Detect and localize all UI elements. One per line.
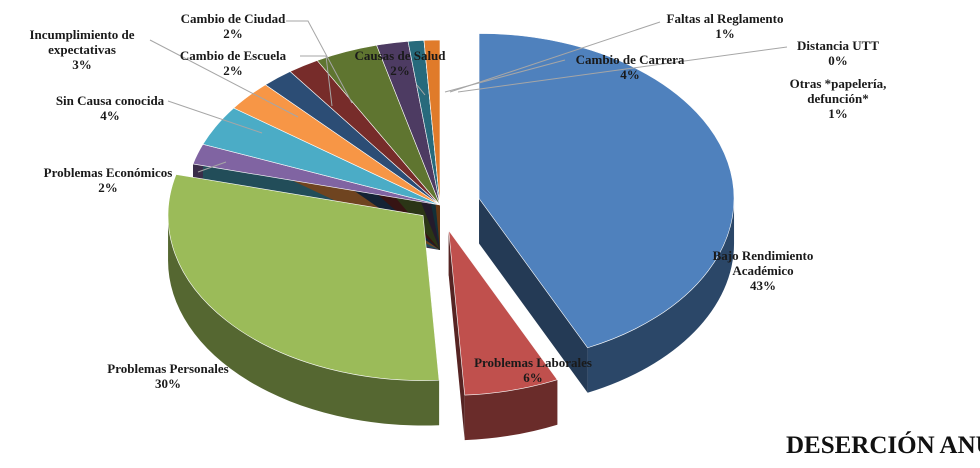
slice-cut <box>448 230 465 441</box>
slice-value-label: 2% <box>98 180 118 195</box>
slice-value-label: 4% <box>100 108 120 123</box>
slice-value-label: 43% <box>750 278 776 293</box>
slice-value-label: 6% <box>523 370 543 385</box>
slice-value-label: 3% <box>72 57 92 72</box>
slice-value-label: 4% <box>620 67 640 82</box>
slice-value-label: 2% <box>223 26 243 41</box>
slice-side <box>168 215 440 426</box>
slice <box>167 174 440 381</box>
slice-value-label: 2% <box>390 63 410 78</box>
slice <box>423 39 441 206</box>
chart-title: DESERCIÓN ANUAL T S U <box>786 432 980 459</box>
slice-label: Cambio de Carrera <box>575 52 685 67</box>
leader-line <box>416 84 426 96</box>
leader-line <box>197 161 227 173</box>
slice-label: Causas de Salud <box>354 48 446 63</box>
slice-label: Cambio de Ciudad <box>180 11 286 26</box>
slice-label: Problemas Personales <box>107 361 229 376</box>
leader-line <box>286 20 353 104</box>
slice-label: Cambio de Escuela <box>179 48 287 63</box>
slice-label: Bajo Rendimiento Académico <box>712 248 814 278</box>
slice-value-label: 2% <box>223 63 243 78</box>
slice-label: Problemas Laborales <box>474 355 592 370</box>
leader-line <box>167 100 263 134</box>
leader-line <box>300 55 333 107</box>
slice-side <box>464 379 558 441</box>
leader-line <box>457 46 788 93</box>
slice <box>478 33 735 349</box>
slice-label: Problemas Económicos <box>43 165 173 180</box>
slice <box>448 229 558 396</box>
slice-label: Otras *papelería, defunción* <box>789 76 887 106</box>
slice-value-label: 30% <box>155 376 181 391</box>
slice-value-label: 1% <box>828 106 848 121</box>
slice-value-label: 0% <box>828 53 848 68</box>
slice-cut <box>479 198 588 393</box>
leader-line <box>149 39 299 118</box>
slice-side <box>587 198 735 393</box>
slice-label: Sin Causa conocida <box>55 93 165 108</box>
leader-line <box>449 21 661 93</box>
slice-label: Faltas al Reglamento <box>666 11 784 26</box>
slice-label: Distancia UTT <box>797 38 879 53</box>
slice-label: Incumplimiento de expectativas <box>29 27 135 57</box>
slice-value-label: 1% <box>715 26 735 41</box>
